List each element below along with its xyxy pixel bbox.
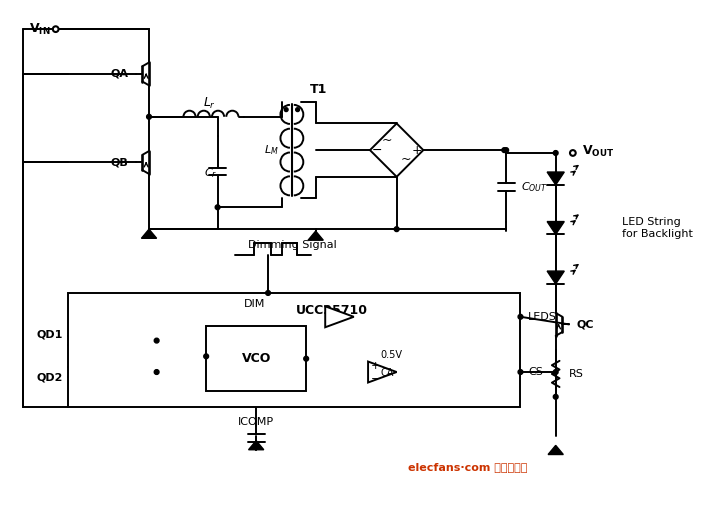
Circle shape <box>502 148 507 153</box>
Text: ICOMP: ICOMP <box>238 417 274 427</box>
Circle shape <box>553 370 558 374</box>
Circle shape <box>553 394 558 399</box>
Circle shape <box>284 108 288 112</box>
Polygon shape <box>547 172 564 185</box>
Text: for Backlight: for Backlight <box>623 229 694 239</box>
Text: QA: QA <box>110 69 128 79</box>
Text: 0.5V: 0.5V <box>380 350 402 360</box>
Circle shape <box>154 370 159 374</box>
Circle shape <box>296 108 300 112</box>
Polygon shape <box>325 307 354 327</box>
Circle shape <box>154 338 159 343</box>
Text: QD1: QD1 <box>37 330 63 340</box>
Circle shape <box>570 150 576 156</box>
Text: CS: CS <box>528 367 543 377</box>
Text: $\mathbf{V_{OUT}}$: $\mathbf{V_{OUT}}$ <box>583 143 615 159</box>
Text: QB: QB <box>110 158 128 168</box>
Text: elecfans·com 电子发烧友: elecfans·com 电子发烧友 <box>409 462 528 472</box>
Text: −: − <box>371 374 380 384</box>
Text: $C_{OUT}$: $C_{OUT}$ <box>522 180 548 194</box>
Polygon shape <box>141 229 157 238</box>
Circle shape <box>53 26 58 32</box>
Text: CA: CA <box>380 368 394 378</box>
Text: $L_M$: $L_M$ <box>263 143 278 157</box>
Text: ~: ~ <box>382 134 392 147</box>
Text: VCO: VCO <box>241 352 271 365</box>
Polygon shape <box>368 362 397 382</box>
Text: −: − <box>371 143 382 157</box>
Text: UCC25710: UCC25710 <box>296 304 369 317</box>
Text: $L_r$: $L_r$ <box>202 96 216 111</box>
Bar <box>68 293 520 407</box>
Text: RS: RS <box>569 369 584 379</box>
Circle shape <box>147 115 152 119</box>
Text: +: + <box>411 143 422 157</box>
Polygon shape <box>548 445 563 455</box>
Text: LEDS: LEDS <box>528 312 557 322</box>
Circle shape <box>395 227 399 232</box>
Polygon shape <box>547 222 564 234</box>
Text: +: + <box>371 361 380 371</box>
Polygon shape <box>370 123 423 177</box>
Circle shape <box>504 148 508 153</box>
Text: ~: ~ <box>401 153 411 166</box>
Circle shape <box>518 315 523 319</box>
Polygon shape <box>308 231 324 240</box>
Circle shape <box>518 370 523 374</box>
Text: T1: T1 <box>310 83 327 95</box>
Circle shape <box>553 150 558 156</box>
Circle shape <box>204 354 208 359</box>
Circle shape <box>265 290 270 295</box>
Text: QD2: QD2 <box>37 373 63 383</box>
Bar <box>206 326 306 391</box>
Text: $\mathbf{V_{IN}}$: $\mathbf{V_{IN}}$ <box>29 22 51 37</box>
Text: QC: QC <box>576 319 594 329</box>
Polygon shape <box>547 271 564 284</box>
Text: Dimming Signal: Dimming Signal <box>248 240 336 250</box>
Circle shape <box>304 357 309 361</box>
Text: DIM: DIM <box>244 299 265 310</box>
Polygon shape <box>249 440 264 450</box>
Circle shape <box>216 205 220 210</box>
Text: LED String: LED String <box>623 217 681 227</box>
Text: $C_r$: $C_r$ <box>204 167 218 180</box>
